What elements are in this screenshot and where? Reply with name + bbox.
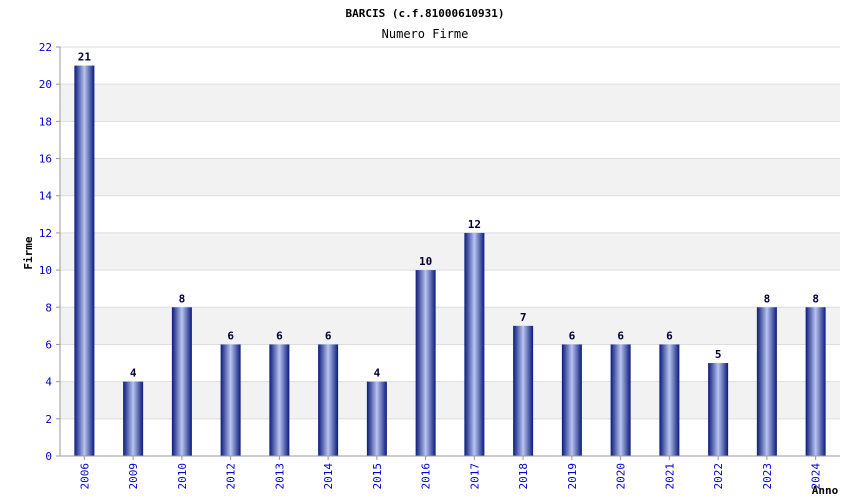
x-tick-label-2020: 2020	[615, 463, 628, 490]
x-tick-label-2006: 2006	[78, 463, 91, 490]
bar-2021	[659, 344, 680, 456]
x-tick-label-2021: 2021	[663, 463, 676, 490]
data-label-2016: 10	[419, 255, 432, 268]
x-tick-label-2015: 2015	[371, 463, 384, 490]
bar-2013	[269, 344, 290, 456]
x-tick-label-2022: 2022	[712, 463, 725, 490]
bars	[74, 65, 826, 456]
bar-2024	[805, 307, 826, 456]
grid-band	[60, 84, 840, 122]
bar-2014	[318, 344, 339, 456]
data-label-2014: 6	[325, 329, 332, 342]
y-tick-label: 14	[39, 190, 53, 203]
x-tick-label-2018: 2018	[517, 463, 530, 490]
y-tick-label: 22	[39, 41, 52, 54]
x-tick-labels: 2006 2009 2010 2012 2013 2014 2015 2016 2017 2018…	[78, 463, 822, 490]
x-tick-label-2014: 2014	[322, 463, 335, 490]
x-tick-label-2012: 2012	[225, 463, 238, 490]
data-label-2018: 7	[520, 311, 527, 324]
bar-2020	[610, 344, 631, 456]
x-tick-label-2019: 2019	[566, 463, 579, 490]
y-tick-label: 6	[45, 338, 52, 351]
data-label-2017: 12	[468, 218, 481, 231]
grid-band	[60, 158, 840, 196]
y-tick-label: 2	[45, 413, 52, 426]
y-tick-label: 10	[39, 264, 52, 277]
bar-2018	[513, 325, 534, 456]
grid-bands	[60, 84, 840, 419]
y-tick-label: 18	[39, 115, 52, 128]
data-label-2020: 6	[617, 329, 624, 342]
bar-2010	[171, 307, 192, 456]
grid-band	[60, 232, 840, 271]
data-label-2012: 6	[227, 329, 234, 342]
data-label-2024: 8	[812, 292, 819, 305]
y-axis-label: Firme	[22, 236, 35, 269]
y-tick-label: 4	[45, 376, 52, 389]
data-label-2015: 4	[374, 367, 381, 380]
y-tick-label: 0	[45, 450, 52, 463]
chart-title: BARCIS (c.f.81000610931)	[346, 7, 505, 20]
data-label-2022: 5	[715, 348, 722, 361]
y-tick-label: 12	[39, 227, 52, 240]
x-tick-label-2016: 2016	[420, 463, 433, 490]
bar-2023	[756, 307, 777, 456]
y-tick-label: 8	[45, 301, 52, 314]
x-tick-label-2013: 2013	[273, 463, 286, 490]
bar-2012	[220, 344, 241, 456]
data-label-2021: 6	[666, 329, 673, 342]
bar-2006	[74, 65, 95, 456]
axes	[56, 46, 840, 460]
data-label-2023: 8	[764, 292, 771, 305]
data-label-2010: 8	[179, 292, 186, 305]
x-tick-label-2023: 2023	[761, 463, 774, 490]
y-tick-label: 20	[39, 78, 52, 91]
data-label-2009: 4	[130, 367, 137, 380]
y-tick-labels: 0 2 4 6 8 10 12 14 16 18 20 22	[39, 41, 53, 463]
bar-2015	[366, 381, 387, 456]
x-tick-label-2009: 2009	[127, 463, 140, 490]
x-tick-label-2010: 2010	[176, 463, 189, 490]
x-tick-label-2017: 2017	[468, 463, 481, 490]
bar-2017	[464, 232, 485, 456]
data-labels: 21 4 8 6 6 6 4 10 12 7 6 6 6 5 8 8	[78, 51, 819, 380]
y-tick-label: 16	[39, 153, 52, 166]
chart-subtitle: Numero Firme	[382, 27, 469, 41]
data-label-2006: 21	[78, 51, 92, 64]
data-label-2013: 6	[276, 329, 283, 342]
bar-2019	[561, 344, 582, 456]
bar-2022	[708, 363, 729, 456]
bar-2016	[415, 270, 436, 456]
x-axis-label: Anno	[812, 484, 839, 497]
data-label-2019: 6	[569, 329, 576, 342]
bar-2009	[123, 381, 144, 456]
x-tick-label-2024: 2024	[810, 463, 823, 490]
